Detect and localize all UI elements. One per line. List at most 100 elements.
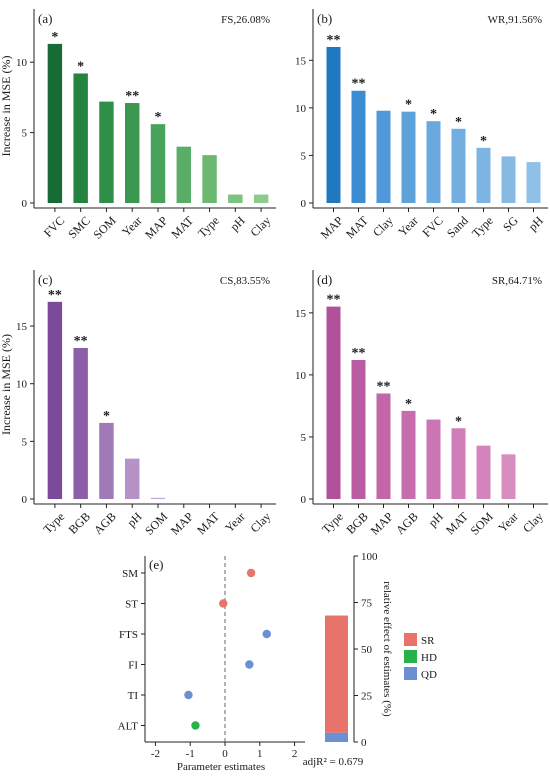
x-tick-label: 2	[292, 748, 298, 760]
panel-label: (d)	[317, 272, 332, 287]
legend: SR HD QD	[404, 633, 437, 681]
panel-annotation: FS,26.08%	[221, 14, 270, 26]
point-TI	[184, 690, 193, 700]
bar-MAP	[376, 393, 391, 499]
x-tick-label: BGB	[66, 509, 93, 536]
bar-MAT	[351, 90, 366, 203]
significance-label: **	[48, 288, 62, 303]
y-tick-label: 0	[22, 494, 28, 506]
x-tick-label: pH	[124, 509, 145, 530]
legend-swatch-HD	[404, 650, 417, 663]
bar-AGB	[99, 422, 114, 499]
x-tick-label: SOM	[90, 213, 119, 242]
y-tick-label: FI	[128, 660, 138, 672]
x-tick-label: 1	[257, 748, 263, 760]
y-tick-label: 5	[22, 128, 28, 140]
x-tick-label: Sand	[444, 213, 471, 240]
panel-e: (e) -2 -1 0 1 2 Parameter estimates SM ST FTS FI TI…	[118, 556, 305, 773]
panel-annotation: CS,83.55%	[220, 275, 270, 287]
x-tick-label: Year	[495, 509, 521, 535]
bar-MAP	[326, 46, 341, 203]
x-tick-label: AGB	[393, 509, 421, 537]
y-tick-label: 15	[295, 55, 307, 67]
bar-Type	[476, 147, 491, 203]
significance-label: **	[327, 293, 341, 308]
x-tick-label: -1	[186, 748, 195, 760]
y-tick-label: FTS	[119, 629, 138, 641]
bar-MAT	[176, 146, 191, 203]
significance-label: **	[352, 346, 366, 361]
bar-pH	[228, 194, 243, 203]
x-tick-label: Type	[469, 213, 496, 240]
point-FTS	[262, 629, 271, 639]
bar-SOM	[99, 101, 114, 203]
panel-label: (c)	[38, 272, 52, 287]
x-tick-label: BGB	[343, 509, 370, 536]
bar-Clay	[253, 194, 269, 203]
y-tick-label: 10	[16, 57, 28, 69]
significance-label: **	[377, 380, 391, 395]
x-tick-label: Year	[222, 509, 248, 535]
panel-label: (a)	[38, 11, 52, 26]
bar-SMC	[73, 73, 88, 204]
x-axis-title: Parameter estimates	[177, 761, 265, 773]
significance-label: *	[155, 110, 162, 125]
point-ST	[219, 599, 228, 608]
x-tick-label: Clay	[520, 509, 546, 535]
y-tick-label: 5	[22, 436, 28, 448]
legend-swatch-QD	[404, 667, 417, 680]
y-tick-label: 15	[16, 321, 28, 333]
bar-Type	[326, 306, 341, 499]
x-tick-label: pH	[227, 213, 248, 234]
significance-label: *	[455, 115, 462, 130]
x-tick-label: Year	[395, 213, 421, 239]
legend-swatch-SR	[404, 633, 417, 646]
y-tick-label: ST	[125, 599, 138, 611]
y-tick-label: 50	[361, 644, 373, 656]
panel-label: (e)	[149, 557, 163, 572]
y-axis-title: relative effect of estimates (%)	[381, 581, 393, 717]
y-tick-label: TI	[128, 690, 139, 702]
legend-label: QD	[421, 669, 437, 681]
x-tick-label: Clay	[248, 509, 274, 535]
bar-AGB	[401, 410, 416, 499]
x-tick-label: Clay	[248, 213, 274, 239]
stack-segment-SR	[325, 615, 348, 733]
x-tick-label: -2	[151, 748, 160, 760]
significance-label: *	[455, 414, 462, 429]
significance-label: *	[77, 59, 84, 74]
x-tick-label: SG	[500, 213, 521, 234]
y-tick-label: 75	[361, 598, 373, 610]
x-tick-label: AGB	[91, 509, 119, 537]
bar-BGB	[351, 359, 366, 499]
y-tick-label: SM	[122, 568, 138, 580]
significance-label: **	[352, 77, 366, 92]
y-axis-title: Increase in MSE (%)	[0, 56, 13, 157]
bar-Year	[125, 103, 140, 203]
x-tick-label: Type	[319, 509, 346, 536]
x-tick-label: Clay	[370, 213, 396, 239]
point-ALT	[191, 721, 200, 730]
bar-MAT	[451, 428, 466, 499]
y-tick-label: 0	[301, 198, 307, 210]
significance-label: *	[103, 409, 110, 424]
y-tick-label: 10	[16, 379, 28, 391]
significance-label: *	[480, 134, 487, 149]
x-tick-label: SOM	[142, 509, 171, 538]
bar-Clay	[376, 110, 391, 203]
significance-label: **	[327, 33, 341, 48]
panel-annotation: WR,91.56%	[488, 14, 542, 26]
significance-label: **	[125, 89, 139, 104]
x-tick-label: MAP	[368, 509, 397, 538]
bar-BGB	[73, 347, 88, 499]
bar-MAP	[150, 124, 166, 203]
legend-label: HD	[421, 652, 437, 664]
bar-pH	[526, 162, 541, 203]
bar-FVC	[426, 121, 441, 203]
bar-FVC	[47, 43, 63, 204]
x-tick-label: MAP	[318, 213, 347, 242]
